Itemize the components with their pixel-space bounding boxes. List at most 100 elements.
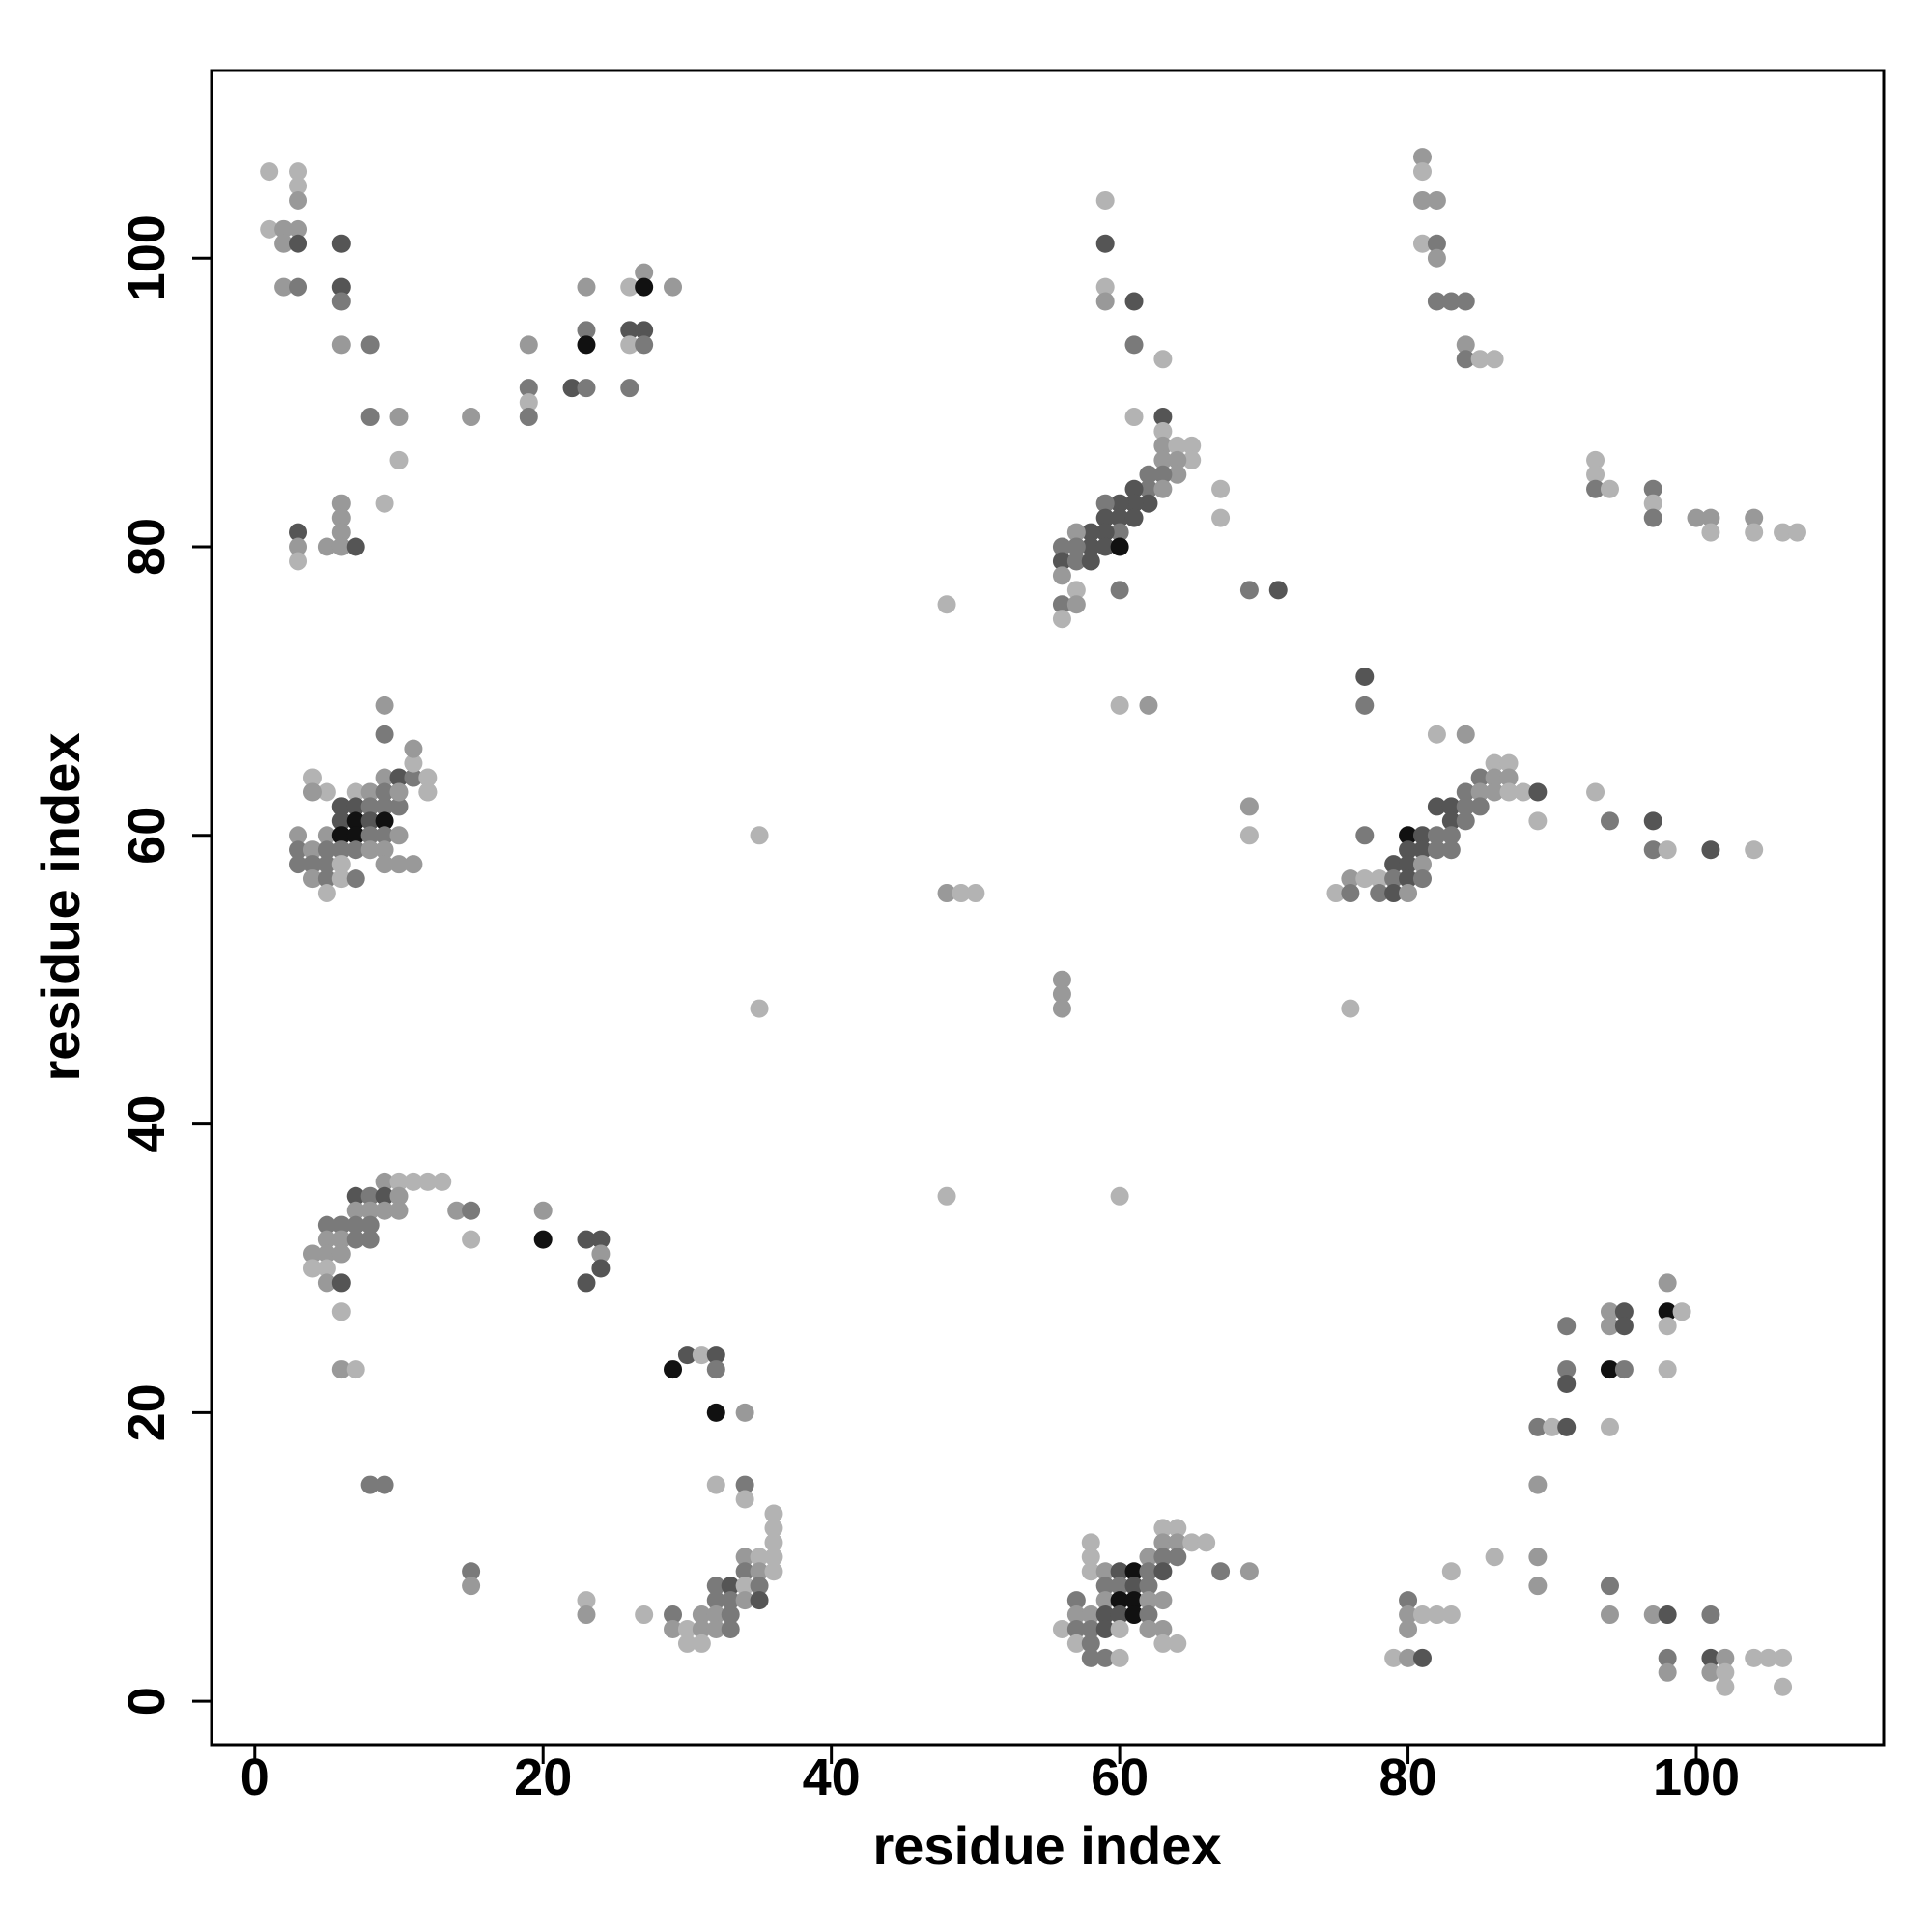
contact-point xyxy=(577,335,596,355)
contact-point xyxy=(937,1186,956,1206)
contact-point xyxy=(1614,1302,1634,1321)
contact-point xyxy=(1066,552,1086,571)
contact-point xyxy=(1643,1605,1662,1625)
contact-point xyxy=(1168,436,1187,455)
contact-point xyxy=(1543,1417,1562,1436)
contact-point xyxy=(375,1172,394,1191)
contact-point xyxy=(1701,1662,1720,1682)
contact-point xyxy=(635,263,654,282)
contact-point xyxy=(302,1244,322,1264)
contact-point xyxy=(331,840,351,860)
contact-point xyxy=(735,1548,754,1567)
contact-point xyxy=(519,335,538,355)
contact-point xyxy=(1528,811,1548,831)
contact-point xyxy=(1370,869,1389,889)
contact-point xyxy=(591,1244,611,1264)
y-tick-label: 80 xyxy=(118,518,176,576)
contact-point xyxy=(1326,884,1346,903)
contact-point xyxy=(706,1591,725,1610)
contact-point xyxy=(1139,494,1158,513)
contact-point xyxy=(289,826,308,845)
contact-point xyxy=(1399,869,1418,889)
contact-point xyxy=(1745,508,1764,527)
contact-point xyxy=(1441,811,1461,831)
contact-point xyxy=(360,811,380,831)
contact-point xyxy=(331,508,351,527)
contact-point xyxy=(1110,1648,1129,1667)
contact-point xyxy=(692,1605,711,1625)
contact-point xyxy=(331,811,351,831)
contact-point xyxy=(706,1577,725,1596)
contact-point xyxy=(433,1172,452,1191)
contact-point xyxy=(1095,494,1115,513)
points-layer xyxy=(260,148,1806,1696)
contact-point xyxy=(462,1201,481,1220)
contact-point xyxy=(331,1244,351,1264)
contact-point xyxy=(764,1548,783,1567)
contact-point xyxy=(1701,523,1720,542)
contact-point xyxy=(1441,292,1461,311)
contact-point xyxy=(937,595,956,614)
contact-point xyxy=(1168,1519,1187,1538)
contact-point xyxy=(331,1273,351,1293)
contact-point xyxy=(1355,869,1375,889)
contact-point xyxy=(1095,292,1115,311)
contact-point xyxy=(1153,1519,1173,1538)
contact-point xyxy=(1153,436,1173,455)
contact-point xyxy=(562,379,582,398)
contact-point xyxy=(1124,335,1144,355)
contact-point xyxy=(1399,826,1418,845)
contact-point xyxy=(1124,1577,1144,1596)
contact-point xyxy=(375,840,394,860)
contact-point xyxy=(1384,869,1404,889)
contact-point xyxy=(1600,1417,1619,1436)
contact-point xyxy=(1427,292,1446,311)
contact-point xyxy=(1095,190,1115,210)
contact-point xyxy=(1658,1302,1677,1321)
contact-point xyxy=(331,855,351,874)
contact-point xyxy=(317,1215,336,1235)
contact-point xyxy=(1399,1591,1418,1610)
contact-point xyxy=(1081,1634,1100,1653)
contact-point xyxy=(462,408,481,427)
contact-point xyxy=(1168,1548,1187,1567)
contact-point xyxy=(331,826,351,845)
contact-point xyxy=(750,1577,769,1596)
contact-point xyxy=(317,782,336,802)
contact-point xyxy=(1384,884,1404,903)
contact-point xyxy=(1239,797,1259,816)
y-tick-label: 20 xyxy=(118,1383,176,1441)
contact-point xyxy=(1701,1605,1720,1625)
contact-point xyxy=(1066,523,1086,542)
contact-point xyxy=(1052,552,1071,571)
contact-point xyxy=(1441,797,1461,816)
contact-point xyxy=(1499,768,1519,787)
contact-point xyxy=(1456,292,1475,311)
contact-point xyxy=(677,1634,696,1653)
contact-point xyxy=(375,494,394,513)
contact-point xyxy=(519,408,538,427)
contact-point xyxy=(1139,1548,1158,1567)
contact-point xyxy=(1485,782,1504,802)
contact-point xyxy=(735,1475,754,1494)
contact-point xyxy=(577,1605,596,1625)
contact-point xyxy=(289,523,308,542)
contact-point xyxy=(274,234,294,253)
x-tick-label: 20 xyxy=(514,1748,572,1806)
contact-point xyxy=(1052,984,1071,1004)
contact-point xyxy=(692,1346,711,1365)
contact-point xyxy=(1168,465,1187,484)
contact-point xyxy=(533,1230,553,1249)
contact-point xyxy=(375,1186,394,1206)
contact-point xyxy=(620,277,639,297)
contact-point xyxy=(1052,1619,1071,1638)
contact-point xyxy=(591,1230,611,1249)
contact-point xyxy=(462,1230,481,1249)
contact-point xyxy=(1110,581,1129,600)
contact-point xyxy=(389,1201,409,1220)
contact-point xyxy=(1399,855,1418,874)
contact-point xyxy=(1528,1577,1548,1596)
contact-point xyxy=(1124,292,1144,311)
contact-point xyxy=(1153,1619,1173,1638)
contact-point xyxy=(1658,840,1677,860)
